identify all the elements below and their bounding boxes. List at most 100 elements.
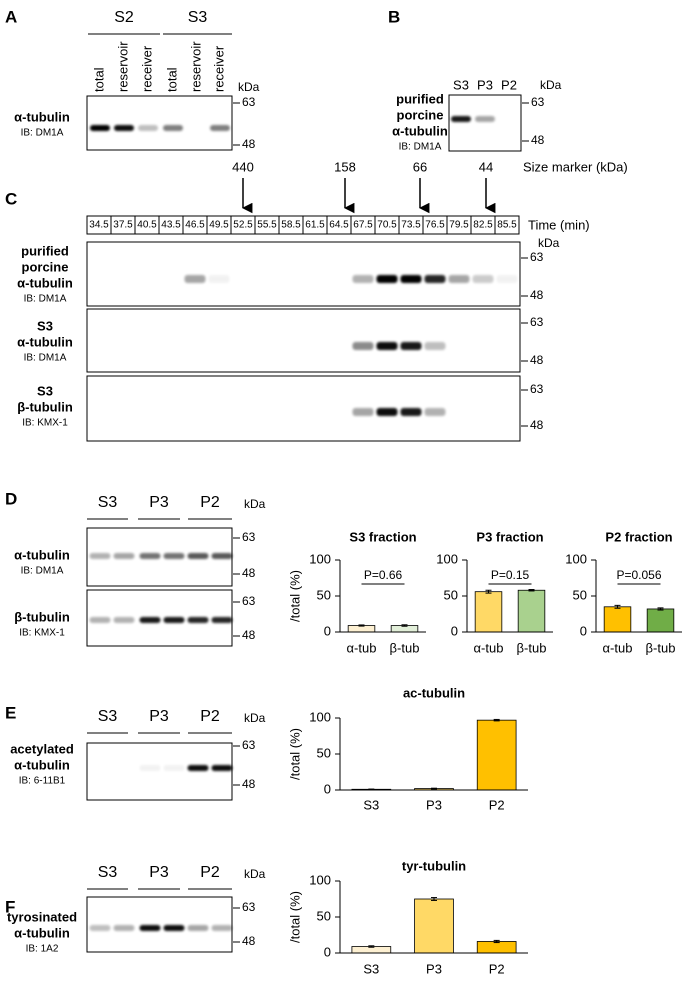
marker-label: 48 xyxy=(242,934,256,948)
lane-label: reservoir xyxy=(115,41,130,92)
protein-label: β-tubulin xyxy=(17,399,73,414)
x-tick-label: P3 xyxy=(426,961,442,976)
x-tick-label: β-tub xyxy=(390,640,420,655)
panel-letter: D xyxy=(5,489,17,508)
blot xyxy=(86,241,521,307)
blot xyxy=(86,308,521,373)
panel-letter: F xyxy=(5,897,15,916)
bar xyxy=(414,898,454,954)
blot-band xyxy=(211,925,233,931)
time-label: 61.5 xyxy=(305,220,325,231)
y-tick-label: 100 xyxy=(565,551,587,566)
marker-label: 63 xyxy=(242,738,256,752)
time-label: 37.5 xyxy=(113,220,133,231)
antibody-label: IB: DM1A xyxy=(21,128,64,139)
blot-band xyxy=(187,925,209,931)
protein-label: tyrosinated xyxy=(7,909,77,924)
blot-band xyxy=(496,275,518,283)
protein-label: purified xyxy=(21,243,69,258)
y-tick-label: 50 xyxy=(317,745,331,760)
group-label: P2 xyxy=(200,494,220,511)
blot-band xyxy=(89,617,111,623)
group-label: S3 xyxy=(98,864,118,881)
protein-label: α-tubulin xyxy=(14,925,70,940)
marker-label: 63 xyxy=(531,95,545,109)
antibody-label: IB: 1A2 xyxy=(26,944,59,955)
protein-label: α-tubulin xyxy=(392,123,448,138)
y-axis-label: /total (%) xyxy=(287,570,302,622)
blot-band xyxy=(163,765,185,771)
blot-band xyxy=(187,553,209,559)
y-tick-label: 100 xyxy=(309,551,331,566)
bar xyxy=(517,589,546,633)
group-label: S3 xyxy=(98,708,118,725)
blot-band xyxy=(114,125,134,131)
time-label: 34.5 xyxy=(89,220,109,231)
blot-band xyxy=(451,116,471,122)
x-tick-label: α-tub xyxy=(347,640,377,655)
blot-band xyxy=(89,925,111,931)
blot-band xyxy=(113,553,135,559)
time-label: 40.5 xyxy=(137,220,157,231)
y-tick-label: 0 xyxy=(580,623,587,638)
group-label: P2 xyxy=(200,708,220,725)
protein-label: α-tubulin xyxy=(17,334,73,349)
marker-label: 63 xyxy=(242,594,256,608)
size-marker-label: 440 xyxy=(232,159,254,174)
lane-label: receiver xyxy=(211,45,226,92)
blot-band xyxy=(163,925,185,931)
lane-label: P2 xyxy=(501,77,517,92)
group-label: P3 xyxy=(149,708,169,725)
marker-label: 63 xyxy=(242,530,256,544)
x-tick-label: β-tub xyxy=(517,640,547,655)
blot xyxy=(448,94,522,152)
p-value: P=0.056 xyxy=(616,568,661,582)
marker-label: 48 xyxy=(242,566,256,580)
panel-letter: C xyxy=(5,189,17,208)
chart-title: tyr-tubulin xyxy=(402,858,466,873)
blot-band xyxy=(400,408,422,416)
y-tick-label: 0 xyxy=(324,623,331,638)
x-tick-label: β-tub xyxy=(646,640,676,655)
blot-band xyxy=(187,765,209,771)
antibody-label: IB: DM1A xyxy=(399,142,442,153)
blot-band xyxy=(211,553,233,559)
time-label: 85.5 xyxy=(497,220,517,231)
antibody-label: IB: KMX-1 xyxy=(19,628,65,639)
y-tick-label: 50 xyxy=(573,587,587,602)
blot-band xyxy=(139,925,161,931)
lane-label: total xyxy=(91,67,106,92)
antibody-label: IB: DM1A xyxy=(24,353,67,364)
chart-title: P2 fraction xyxy=(605,529,672,544)
chart-title: P3 fraction xyxy=(476,529,543,544)
blot-band xyxy=(472,275,494,283)
blot xyxy=(86,742,233,801)
protein-label: α-tubulin xyxy=(14,757,70,772)
y-tick-label: 0 xyxy=(324,944,331,959)
blot-band xyxy=(211,617,233,623)
time-label: 79.5 xyxy=(449,220,469,231)
time-label: 43.5 xyxy=(161,220,181,231)
y-tick-label: 50 xyxy=(317,587,331,602)
protein-label: β-tubulin xyxy=(14,609,70,624)
time-label: 67.5 xyxy=(353,220,373,231)
marker-label: 63 xyxy=(242,900,256,914)
lane-label: total xyxy=(164,67,179,92)
blot-band xyxy=(90,125,110,131)
protein-label: S3 xyxy=(37,318,53,333)
blot-band xyxy=(163,125,183,131)
panel-letter: B xyxy=(388,7,400,26)
time-label: 52.5 xyxy=(233,220,253,231)
marker-label: 48 xyxy=(530,418,544,432)
group-label: S3 xyxy=(98,494,118,511)
size-marker-label: 44 xyxy=(479,159,493,174)
x-tick-label: α-tub xyxy=(474,640,504,655)
blot-band xyxy=(139,765,161,771)
unit-label: kDa xyxy=(244,497,266,511)
x-tick-label: P3 xyxy=(426,797,442,812)
blot-band xyxy=(352,342,374,350)
blot-band xyxy=(163,617,185,623)
x-tick-label: P2 xyxy=(489,961,505,976)
